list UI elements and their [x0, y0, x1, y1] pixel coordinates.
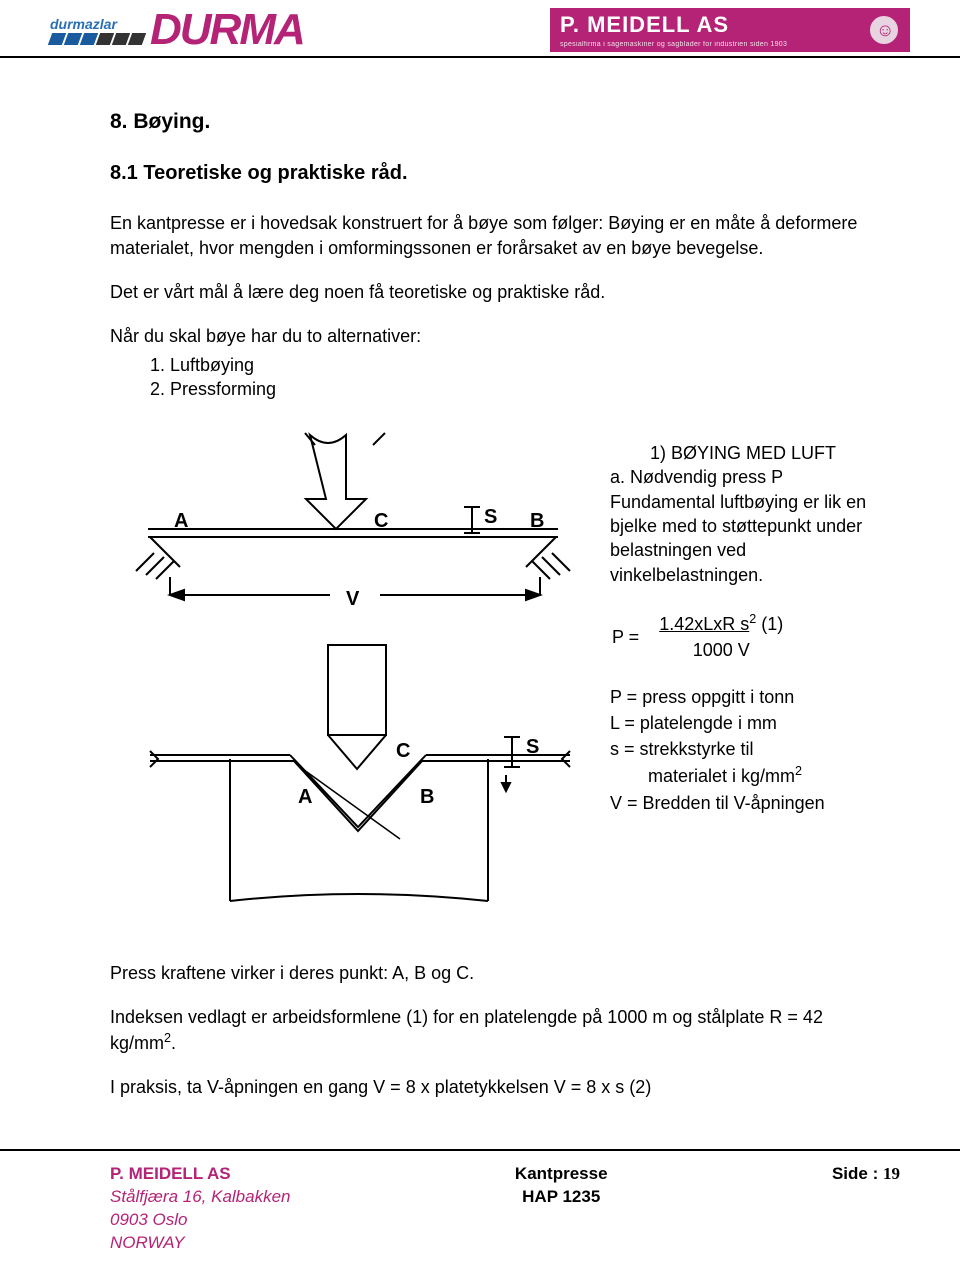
meidell-title: P. MEIDELL AS	[560, 10, 858, 40]
label-b: B	[420, 786, 434, 808]
durmazlar-stripes	[50, 33, 144, 45]
para1: En kantpresse er i hovedsak konstruert f…	[110, 211, 890, 260]
footer-addr1: Stålfjæra 16, Kalbakken	[110, 1186, 291, 1209]
air-bending-diagram: A C S B V	[110, 427, 590, 627]
label-c: C	[396, 740, 410, 762]
page-label: Side :	[832, 1164, 878, 1183]
label-v: V	[346, 588, 360, 610]
side-desc: Fundamental luftbøying er lik en bjelke …	[610, 490, 890, 587]
para4: Indeksen vedlagt er arbeidsformlene (1) …	[110, 1005, 890, 1055]
label-c: C	[374, 510, 388, 532]
formula-lhs: P =	[612, 611, 657, 663]
formula-tail: (1)	[756, 614, 783, 634]
footer-mid2: HAP 1235	[515, 1186, 608, 1209]
formula: P = 1.42xLxR s2 (1) 1000 V	[610, 609, 890, 665]
figure-row: A C S B V	[110, 427, 890, 931]
footer-company: P. MEIDELL AS	[110, 1163, 291, 1186]
section-title: 8. Bøying.	[110, 108, 890, 136]
logo-left: durmazlar DURMA	[50, 8, 304, 52]
figures: A C S B V	[110, 427, 590, 931]
label-a: A	[174, 510, 188, 532]
footer-mid1: Kantpresse	[515, 1163, 608, 1186]
page-header: durmazlar DURMA P. MEIDELL AS spesialfir…	[0, 0, 960, 58]
side-heading: 1) BØYING MED LUFT	[610, 441, 890, 465]
label-s: S	[484, 506, 497, 528]
meidell-sub: spesialfirma i sagemaskiner og sagblader…	[560, 40, 858, 49]
durmazlar-text: durmazlar	[50, 15, 144, 34]
list-item: 2. Pressforming	[150, 377, 890, 401]
footer-addr2: 0903 Oslo	[110, 1209, 291, 1232]
logo-right: P. MEIDELL AS spesialfirma i sagemaskine…	[550, 8, 910, 52]
subsection-title: 8.1 Teoretiske og praktiske råd.	[110, 160, 890, 187]
def-v: V = Bredden til V-åpningen	[610, 791, 890, 815]
formula-bot: 1000 V	[659, 638, 783, 662]
label-b: B	[530, 510, 544, 532]
def-l: L = platelengde i mm	[610, 711, 890, 735]
para2: Det er vårt mål å lære deg noen få teore…	[110, 280, 890, 304]
footer-left: P. MEIDELL AS Stålfjæra 16, Kalbakken 09…	[110, 1163, 291, 1255]
def-s2: materialet i kg/mm	[648, 766, 795, 786]
list-item: 1. Luftbøying	[150, 353, 890, 377]
durma-logo: DURMA	[150, 8, 304, 52]
mascot-icon	[868, 14, 900, 46]
page-footer: P. MEIDELL AS Stålfjæra 16, Kalbakken 09…	[0, 1159, 960, 1265]
def-s2-sup: 2	[795, 764, 802, 778]
footer-right: Side : 19	[832, 1163, 900, 1255]
press-forming-diagram: C S A B	[110, 641, 590, 931]
def-s1: s = strekkstyrke til	[610, 737, 890, 761]
formula-top: 1.42xLxR s	[659, 614, 749, 634]
definitions: P = press oppgitt i tonn L = platelengde…	[610, 685, 890, 815]
list-intro: Når du skal bøye har du to alternativer:	[110, 324, 890, 348]
side-a: a. Nødvendig press P	[610, 465, 890, 489]
label-a: A	[298, 786, 312, 808]
durmazlar-mark: durmazlar	[50, 15, 144, 46]
footer-rule	[0, 1149, 960, 1151]
side-text: 1) BØYING MED LUFT a. Nødvendig press P …	[610, 427, 890, 931]
para3: Press kraftene virker i deres punkt: A, …	[110, 961, 890, 985]
label-s: S	[526, 736, 539, 758]
page-body: 8. Bøying. 8.1 Teoretiske og praktiske r…	[0, 58, 960, 1139]
footer-mid: Kantpresse HAP 1235	[515, 1163, 608, 1255]
page-number: 19	[883, 1164, 900, 1183]
def-p: P = press oppgitt i tonn	[610, 685, 890, 709]
para5: I praksis, ta V-åpningen en gang V = 8 x…	[110, 1075, 890, 1099]
